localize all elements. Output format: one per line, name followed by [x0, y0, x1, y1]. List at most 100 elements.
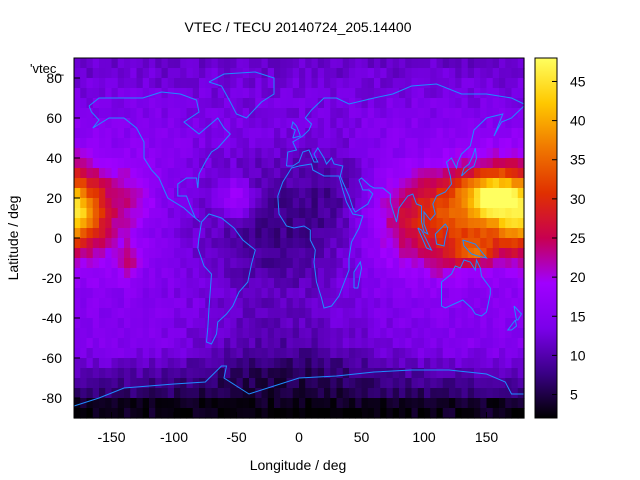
heatmap-cell [136, 268, 144, 279]
heatmap-cell [242, 188, 250, 199]
heatmap-cell [292, 398, 300, 409]
heatmap-cell [99, 258, 106, 269]
heatmap-cell [386, 358, 394, 369]
heatmap-cell [180, 368, 188, 379]
heatmap-cell [386, 108, 394, 119]
heatmap-cell [80, 348, 88, 359]
heatmap-cell [92, 248, 100, 259]
heatmap-cell [124, 258, 131, 269]
heatmap-cell [499, 108, 506, 119]
heatmap-cell [261, 298, 269, 309]
heatmap-cell [136, 338, 144, 349]
heatmap-cell [399, 398, 406, 409]
heatmap-cell [174, 168, 181, 179]
heatmap-cell [336, 248, 344, 259]
heatmap-cell [86, 388, 94, 399]
heatmap-cell [249, 398, 256, 409]
heatmap-cell [417, 138, 425, 149]
heatmap-cell [142, 168, 150, 179]
heatmap-cell [467, 318, 475, 329]
heatmap-cell [517, 78, 525, 89]
heatmap-cell [380, 398, 388, 409]
heatmap-cell [211, 228, 219, 239]
heatmap-cell [105, 198, 113, 209]
heatmap-cell [511, 88, 519, 99]
heatmap-cell [355, 388, 363, 399]
heatmap-cell [311, 348, 319, 359]
heatmap-cell [192, 88, 200, 99]
heatmap-cell [417, 378, 425, 389]
heatmap-cell [392, 318, 400, 329]
heatmap-cell [324, 258, 331, 269]
heatmap-cell [517, 358, 525, 369]
heatmap-cell [461, 78, 469, 89]
heatmap-cell [186, 328, 194, 339]
heatmap-cell [167, 368, 175, 379]
heatmap-cell [211, 58, 219, 69]
heatmap-cell [174, 248, 181, 259]
heatmap-cell [99, 318, 106, 329]
heatmap-cell [92, 88, 100, 99]
heatmap-cell [192, 208, 200, 219]
heatmap-cell [161, 88, 169, 99]
heatmap-cell [136, 218, 144, 229]
heatmap-cell [442, 188, 450, 199]
heatmap-cell [505, 158, 513, 169]
heatmap-cell [505, 388, 513, 399]
heatmap-cell [392, 338, 400, 349]
heatmap-cell [361, 208, 369, 219]
heatmap-cell [317, 58, 325, 69]
heatmap-cell [311, 358, 319, 369]
heatmap-cell [167, 348, 175, 359]
heatmap-cell [261, 228, 269, 239]
heatmap-cell [411, 158, 419, 169]
heatmap-cell [211, 128, 219, 139]
heatmap-cell [161, 278, 169, 289]
heatmap-cell [249, 298, 256, 309]
heatmap-cell [349, 138, 356, 149]
heatmap-cell [174, 98, 181, 109]
heatmap-cell [417, 108, 425, 119]
heatmap-cell [411, 308, 419, 319]
heatmap-cell [249, 138, 256, 149]
key-label: 'vtec_ [30, 61, 64, 76]
heatmap-cell [311, 58, 319, 69]
heatmap-cell [430, 98, 438, 109]
heatmap-cell [342, 118, 350, 129]
heatmap-cell [299, 218, 306, 229]
heatmap-cell [80, 198, 88, 209]
heatmap-cell [286, 118, 294, 129]
heatmap-cell [486, 198, 494, 209]
heatmap-cell [367, 138, 375, 149]
heatmap-cell [86, 208, 94, 219]
heatmap-cell [117, 158, 125, 169]
heatmap-cell [317, 398, 325, 409]
heatmap-cell [367, 88, 375, 99]
heatmap-cell [355, 108, 363, 119]
heatmap-cell [299, 138, 306, 149]
heatmap-cell [224, 188, 231, 199]
heatmap-cell [330, 398, 338, 409]
heatmap-cell [411, 318, 419, 329]
heatmap-cell [311, 78, 319, 89]
heatmap-cell [174, 148, 181, 159]
heatmap-cell [442, 348, 450, 359]
heatmap-cell [105, 178, 113, 189]
heatmap-cell [392, 348, 400, 359]
heatmap-cell [105, 128, 113, 139]
heatmap-cell [186, 268, 194, 279]
heatmap-cell [392, 198, 400, 209]
heatmap-cell [424, 278, 431, 289]
heatmap-cell [280, 178, 288, 189]
heatmap-cell [361, 268, 369, 279]
heatmap-cell [486, 298, 494, 309]
heatmap-cell [80, 158, 88, 169]
heatmap-cell [111, 108, 119, 119]
heatmap-cell [361, 218, 369, 229]
heatmap-cell [367, 358, 375, 369]
heatmap-cell [492, 178, 500, 189]
heatmap-cell [186, 228, 194, 239]
heatmap-cell [417, 68, 425, 79]
heatmap-cell [217, 78, 225, 89]
heatmap-cell [130, 148, 138, 159]
